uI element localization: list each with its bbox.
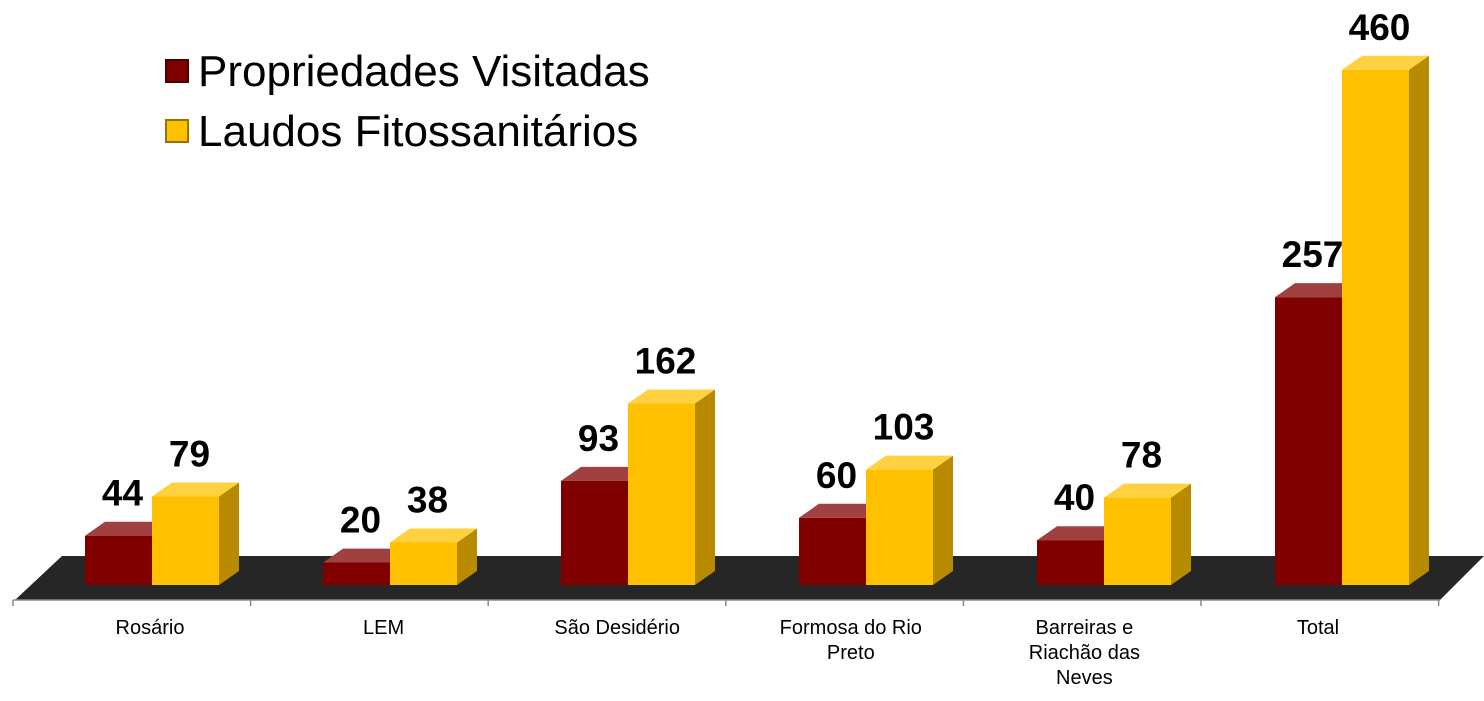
legend-label: Propriedades Visitadas <box>198 47 650 96</box>
x-tick-label-text: Rosário <box>115 617 185 639</box>
legend-label: Laudos Fitossanitários <box>198 107 638 156</box>
bar <box>390 528 477 585</box>
value-label: 60 <box>816 455 857 496</box>
legend-swatch <box>165 119 189 143</box>
bar-front <box>390 542 457 585</box>
bar <box>152 482 239 585</box>
bar-top <box>561 466 648 481</box>
bar-side <box>457 528 477 585</box>
bar-top <box>85 521 172 536</box>
bar-side <box>695 389 715 585</box>
bar-top <box>1037 526 1124 541</box>
bar-front <box>1275 297 1342 585</box>
bar-side <box>1171 483 1191 585</box>
bar-side <box>933 455 953 585</box>
value-label: 44 <box>102 473 144 514</box>
bar-top <box>799 503 886 518</box>
bar-side <box>1409 55 1429 586</box>
x-tick-label: LEM <box>363 617 405 639</box>
legend-swatch <box>165 59 189 83</box>
bar-top <box>152 482 239 497</box>
x-tick-label: Rosário <box>115 617 185 639</box>
x-tick-label-text: Total <box>1296 617 1340 639</box>
value-label: 257 <box>1282 234 1344 275</box>
bar-top <box>1275 283 1362 298</box>
value-label: 40 <box>1054 477 1095 518</box>
value-label: 20 <box>340 500 381 541</box>
bar-top <box>628 389 715 404</box>
x-tick-label-text: Barreiras e Riachão das Neves <box>1028 617 1140 689</box>
bar-front <box>323 562 390 585</box>
x-tick-label-text: Formosa do Rio Preto <box>779 617 922 664</box>
x-tick-label: Total <box>1296 617 1340 639</box>
bar-top <box>390 528 477 543</box>
bar-front <box>628 403 695 585</box>
bar-front <box>866 469 933 585</box>
x-tick-label: Formosa do Rio Preto <box>779 617 922 664</box>
bar-front <box>561 480 628 585</box>
bar <box>1104 483 1191 585</box>
bar-side <box>219 482 239 585</box>
value-label: 103 <box>873 407 935 448</box>
bar <box>628 389 715 585</box>
value-label: 79 <box>169 434 210 475</box>
value-label: 93 <box>578 418 619 459</box>
bar-top <box>866 455 953 470</box>
bar-front <box>1104 497 1171 585</box>
x-tick-label-text: LEM <box>363 617 405 639</box>
bar-front <box>1342 69 1409 586</box>
x-tick-label: São Desidério <box>554 617 680 639</box>
x-tick-label: Barreiras e Riachão das Neves <box>1028 617 1140 689</box>
value-label: 460 <box>1349 7 1411 48</box>
value-label: 38 <box>407 479 448 520</box>
value-label: 78 <box>1121 435 1162 476</box>
bar-front <box>799 517 866 585</box>
bar <box>1342 55 1429 586</box>
bar-front <box>152 496 219 585</box>
bar-top <box>323 548 410 563</box>
bar-front <box>85 535 152 585</box>
value-label: 162 <box>635 341 697 382</box>
bar-top <box>1342 55 1429 70</box>
bar-front <box>1037 540 1104 585</box>
x-tick-label-text: São Desidério <box>554 617 680 639</box>
bar <box>866 455 953 585</box>
bar-top <box>1104 483 1191 498</box>
